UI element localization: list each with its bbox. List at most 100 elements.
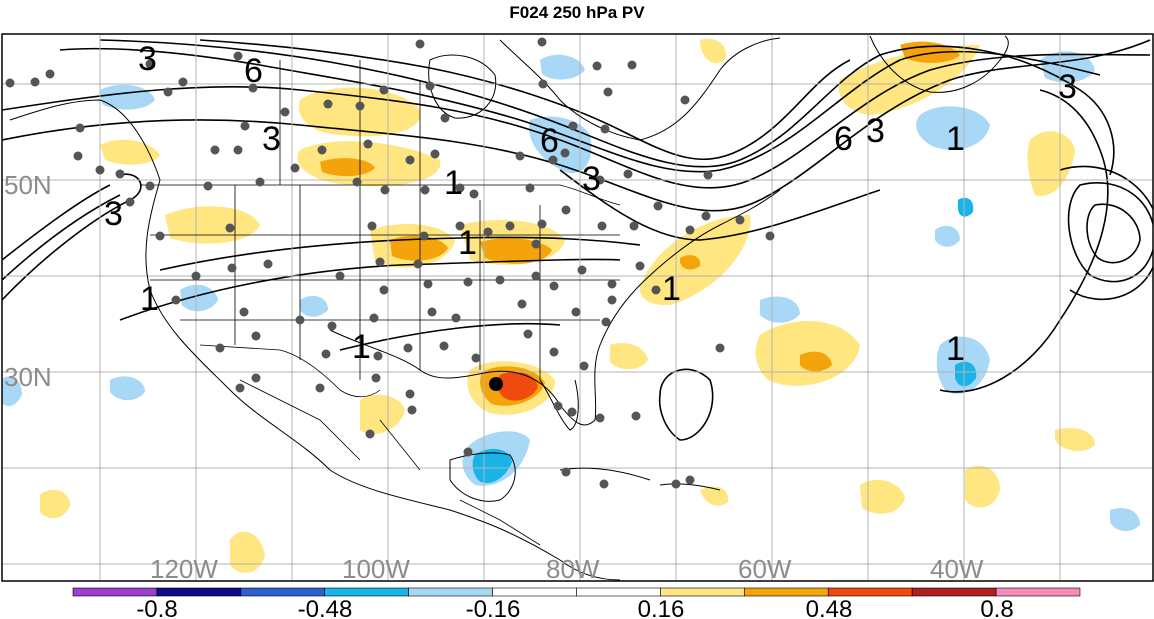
station-dot xyxy=(203,181,213,191)
station-dot xyxy=(671,479,681,489)
lon-label-100w: 100W xyxy=(342,554,410,584)
pv-anomaly-positive xyxy=(1055,428,1095,452)
lon-label-60w: 60W xyxy=(738,554,792,584)
station-dot xyxy=(561,205,571,215)
station-dot xyxy=(255,177,265,187)
station-dot xyxy=(233,145,243,155)
pv-contour xyxy=(199,39,851,161)
station-dot xyxy=(125,197,135,207)
pv-contour xyxy=(1059,165,1153,301)
colorbar-tick-label: 0.48 xyxy=(806,596,853,619)
contour-label: 6 xyxy=(540,122,559,160)
station-dot xyxy=(531,239,541,249)
station-dot xyxy=(427,307,437,317)
pv-anomaly-negative xyxy=(916,106,990,150)
station-dot xyxy=(73,151,83,161)
pv-anomaly-negative-core xyxy=(472,448,512,484)
station-dot xyxy=(765,231,775,241)
us-mexico-border xyxy=(199,344,381,398)
station-dot xyxy=(375,257,385,267)
pv-contour xyxy=(119,258,621,321)
station-dot xyxy=(735,215,745,225)
station-dot xyxy=(240,121,250,131)
station-dot xyxy=(379,85,389,95)
pv-anomaly-positive xyxy=(860,479,905,514)
station-dot xyxy=(537,37,547,47)
plot-frame xyxy=(1,33,1154,582)
station-dot xyxy=(560,148,570,158)
central-america-line xyxy=(459,499,541,546)
station-dot xyxy=(568,121,578,131)
station-dot xyxy=(549,347,559,357)
contour-label: 1 xyxy=(458,224,477,262)
station-dot xyxy=(323,99,333,109)
lat-label-50n: 50N xyxy=(4,170,52,200)
station-dot xyxy=(380,185,390,195)
pv-anomaly-positive xyxy=(165,206,260,244)
pv-anomaly-negative xyxy=(2,376,22,407)
pv-anomaly-positive-core xyxy=(800,351,832,372)
colorbar-segment xyxy=(995,587,1081,597)
contour-label: 3 xyxy=(104,195,123,233)
station-dot xyxy=(95,165,105,175)
station-dot xyxy=(577,265,587,275)
station-dot xyxy=(430,149,440,159)
pv-anomaly-positive-core xyxy=(390,235,448,261)
station-dot xyxy=(549,281,559,291)
station-dot xyxy=(280,107,290,117)
mexico-state-line xyxy=(379,419,421,471)
colorbar-tick-label: -0.48 xyxy=(298,596,353,619)
contour-label: 3 xyxy=(262,120,281,158)
pv-anomaly-positive-core xyxy=(320,158,375,177)
contour-label: 3 xyxy=(138,40,157,78)
station-dot xyxy=(419,231,429,241)
station-dot xyxy=(451,313,461,323)
greenland-coast xyxy=(869,35,1009,93)
station-dot xyxy=(365,429,375,439)
station-dot xyxy=(295,315,305,325)
station-dot xyxy=(592,61,602,71)
north-america-coast xyxy=(9,99,621,581)
pv-contour xyxy=(559,169,881,241)
station-dot xyxy=(327,321,337,331)
station-dot xyxy=(607,295,617,305)
station-dot xyxy=(653,201,663,211)
station-dots xyxy=(5,37,775,489)
contour-label: 1 xyxy=(946,330,965,368)
station-dot xyxy=(171,295,181,305)
station-dot xyxy=(595,175,605,185)
station-dot xyxy=(561,467,571,477)
pv-contour xyxy=(159,236,641,271)
station-dot xyxy=(373,351,383,361)
colorbar-segment xyxy=(911,587,997,597)
pv-anomaly-negative xyxy=(935,225,960,247)
pv-anomaly-positive-core xyxy=(680,255,701,270)
pv-anomaly-positive xyxy=(230,531,265,573)
station-dot xyxy=(407,405,417,415)
station-dot xyxy=(367,221,377,231)
station-dot xyxy=(523,329,533,339)
station-dot xyxy=(701,211,711,221)
station-dot xyxy=(413,259,423,269)
station-dot xyxy=(629,221,639,231)
station-dot xyxy=(420,185,430,195)
pv-contour xyxy=(59,47,1101,173)
pv-anomaly-negative xyxy=(1110,508,1140,532)
colorbar-segment xyxy=(492,587,577,597)
station-dot xyxy=(531,271,541,281)
pv-contour xyxy=(1086,203,1141,264)
station-dot xyxy=(601,317,611,327)
hudson-bay xyxy=(428,54,497,119)
contour-label: 1 xyxy=(352,328,371,366)
colorbar-tick-label: -0.8 xyxy=(136,596,177,619)
station-dot xyxy=(623,169,633,179)
colorbar-tick-label: 0.8 xyxy=(980,596,1013,619)
station-dot xyxy=(425,81,435,91)
gulf-coast xyxy=(329,189,781,426)
station-dot xyxy=(45,69,55,79)
pv-anomaly-positive xyxy=(360,394,405,434)
station-dot xyxy=(471,353,481,363)
contour-labels: 3 6 3 6 3 6 3 3 1 1 1 1 1 1 1 3 xyxy=(104,40,1077,368)
station-dot xyxy=(355,101,365,111)
